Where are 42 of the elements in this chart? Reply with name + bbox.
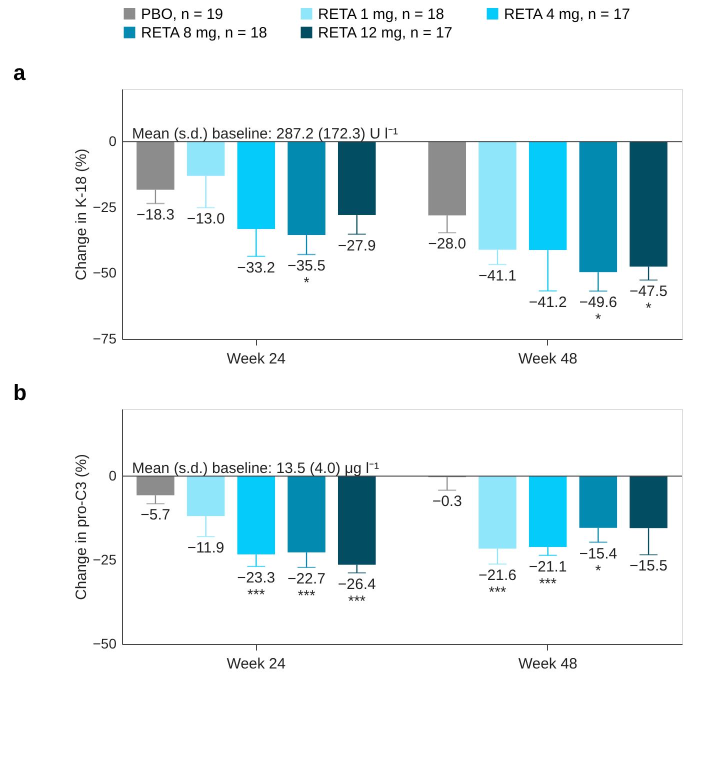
legend-label: RETA 12 mg, n = 17 [318, 24, 452, 42]
y-tick-label: −25 [92, 552, 117, 568]
y-tick-label: −50 [92, 264, 117, 281]
legend-label: RETA 4 mg, n = 17 [504, 6, 630, 23]
legend-label: RETA 8 mg, n = 18 [141, 24, 268, 42]
y-tick-label: −75 [92, 330, 117, 346]
data-label: −15.4 * [579, 545, 618, 580]
data-label: −11.9 [187, 540, 224, 557]
data-label: −47.5 * [630, 283, 668, 318]
annotation: Mean (s.d.) baseline: 287.2 (172.3) U l⁻¹ [132, 126, 398, 143]
y-axis-title: Change in pro-C3 (%) [72, 454, 90, 600]
data-label: −5.7 [140, 506, 170, 524]
data-label: −23.3 *** [237, 569, 276, 604]
y-tick-label: 0 [108, 133, 117, 150]
chart-title: a [13, 60, 26, 85]
data-label: −35.5 * [288, 258, 326, 292]
y-tick-label: 0 [108, 468, 117, 484]
data-label: −21.1 *** [528, 558, 567, 592]
data-label: −49.6 * [579, 294, 618, 328]
data-label: −41.2 [528, 294, 567, 311]
data-label: −21.6 *** [478, 567, 516, 602]
annotation: Mean (s.d.) baseline: 13.5 (4.0) μg l⁻¹ [132, 460, 380, 478]
y-axis-title: Change in K-18 (%) [72, 148, 90, 280]
data-label: −15.5 [630, 558, 668, 575]
x-tick-label: Week 24 [226, 350, 286, 368]
data-label: −41.1 [478, 268, 516, 285]
data-label: −28.0 [428, 236, 466, 253]
data-label: −27.9 [338, 237, 376, 254]
x-tick-label: Week 24 [226, 656, 286, 672]
y-tick-label: −25 [92, 198, 117, 215]
x-tick-label: Week 48 [518, 656, 578, 672]
x-tick-label: Week 48 [518, 350, 578, 368]
data-label: −22.7 *** [288, 570, 326, 604]
chart-title: b [13, 380, 27, 405]
data-label: −0.3 [432, 493, 462, 510]
data-label: −13.0 [186, 210, 225, 228]
legend-label: PBO, n = 19 [141, 6, 224, 23]
data-label: −26.4 *** [338, 576, 376, 610]
legend-label: RETA 1 mg, n = 18 [318, 6, 444, 23]
data-label: −18.3 [136, 206, 174, 224]
y-tick-label: −50 [92, 636, 117, 652]
data-label: −33.2 [237, 259, 276, 276]
